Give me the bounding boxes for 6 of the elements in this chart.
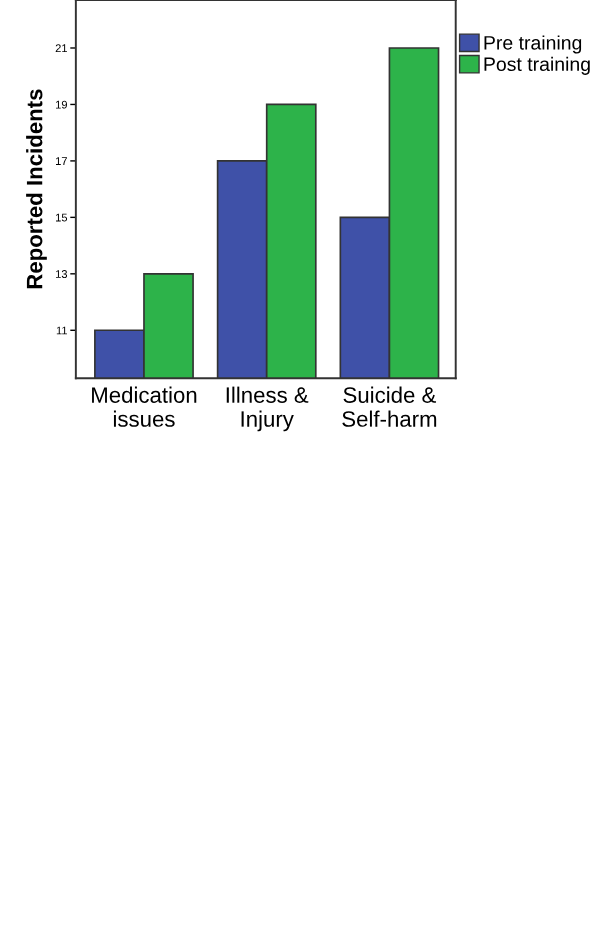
x-tick-label: Suicide & Self-harm (342, 386, 437, 427)
x-tick-label: Illness & Injury (226, 386, 309, 432)
x-tick-label: Medication issues (92, 386, 197, 427)
legend-label: Post training (484, 56, 590, 75)
y-axis-title: Reported Incidents (26, 89, 47, 289)
legend-label: Pre training (484, 35, 582, 54)
